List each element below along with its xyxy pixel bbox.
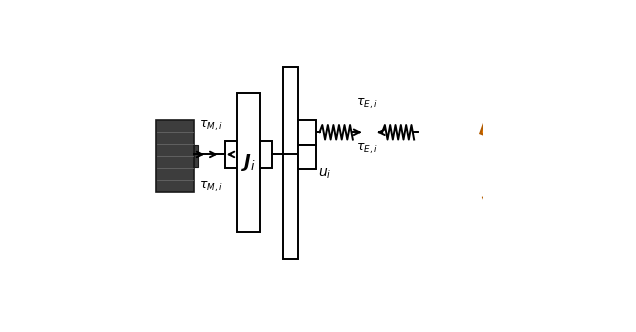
Text: $\boldsymbol{J}_i$: $\boldsymbol{J}_i$ [241,152,256,173]
Bar [194,145,198,167]
Text: $\tau_{E,i}$: $\tau_{E,i}$ [356,141,378,156]
Bar [225,141,237,168]
Bar [260,141,272,168]
Text: $u_i$: $u_i$ [318,167,331,182]
Bar [156,120,194,193]
Bar [298,120,316,144]
Bar [283,67,298,259]
Bar [298,144,316,169]
Bar [237,93,260,232]
Text: $\tau_{E,i}$: $\tau_{E,i}$ [356,97,378,112]
Text: $\tau_{M,i}$: $\tau_{M,i}$ [198,119,223,133]
Text: $\tau_{M,i}$: $\tau_{M,i}$ [198,179,223,194]
Wedge shape [480,112,526,218]
